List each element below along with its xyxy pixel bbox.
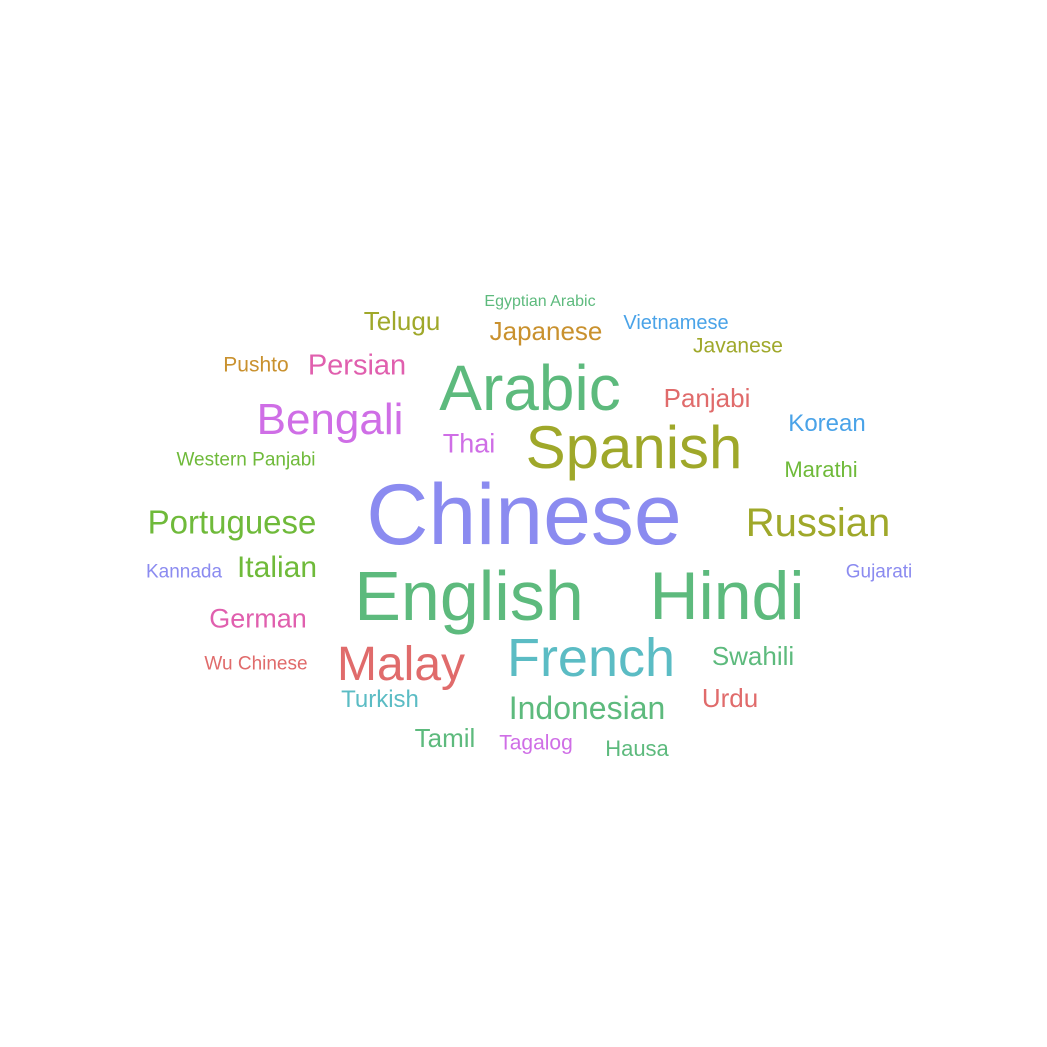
word-thai: Thai — [442, 428, 496, 459]
word-panjabi: Panjabi — [663, 383, 751, 413]
word-japanese: Japanese — [489, 316, 603, 346]
word-french: French — [506, 628, 676, 688]
word-tagalog: Tagalog — [499, 731, 573, 755]
word-urdu: Urdu — [701, 683, 759, 713]
word-korean: Korean — [788, 410, 866, 437]
word-gujarati: Gujarati — [845, 561, 913, 583]
word-persian: Persian — [307, 349, 407, 382]
word-wu-chinese: Wu Chinese — [204, 653, 308, 675]
word-javanese: Javanese — [693, 334, 783, 358]
word-malay: Malay — [336, 638, 466, 691]
word-italian: Italian — [236, 551, 318, 584]
word-spanish: Spanish — [525, 414, 743, 481]
word-turkish: Turkish — [341, 686, 419, 713]
word-german: German — [209, 603, 307, 634]
word-hausa: Hausa — [605, 736, 669, 761]
word-western-panjabi: Western Panjabi — [176, 449, 316, 471]
word-chinese: Chinese — [366, 467, 682, 563]
word-english: English — [354, 557, 584, 635]
word-indonesian: Indonesian — [508, 690, 666, 726]
word-kannada: Kannada — [145, 561, 223, 583]
word-bengali: Bengali — [256, 395, 404, 444]
word-arabic: Arabic — [439, 352, 621, 424]
word-russian: Russian — [745, 501, 891, 545]
word-vietnamese: Vietnamese — [623, 312, 729, 334]
word-hindi: Hindi — [649, 558, 805, 634]
word-pushto: Pushto — [223, 353, 289, 377]
word-portuguese: Portuguese — [147, 503, 317, 541]
word-marathi: Marathi — [784, 457, 858, 482]
word-tamil: Tamil — [414, 723, 476, 753]
word-telugu: Telugu — [363, 306, 441, 336]
word-swahili: Swahili — [711, 641, 795, 671]
word-egyptian-arabic: Egyptian Arabic — [484, 293, 596, 310]
